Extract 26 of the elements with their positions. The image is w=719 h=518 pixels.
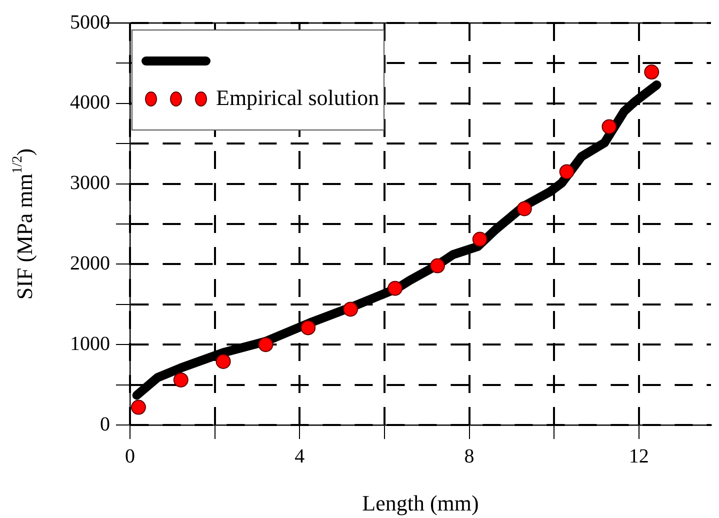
y-axis-title: SIF (MPa mm1/2) bbox=[10, 148, 37, 300]
point bbox=[258, 337, 274, 352]
point bbox=[602, 119, 617, 134]
y-tick-label: 4000 bbox=[70, 92, 110, 114]
y-tick-label: 5000 bbox=[70, 11, 110, 34]
x-tick-label: 4 bbox=[294, 445, 305, 468]
point bbox=[516, 201, 532, 216]
y-tick-label: 1000 bbox=[70, 332, 110, 355]
point bbox=[559, 164, 574, 180]
legend-label: Empirical solution bbox=[216, 84, 380, 110]
x-tick-label: 8 bbox=[464, 445, 474, 468]
y-tick-label: 2000 bbox=[70, 252, 110, 274]
point bbox=[644, 64, 660, 80]
point bbox=[173, 372, 188, 388]
point bbox=[343, 302, 358, 317]
x-tick-label: 12 bbox=[628, 445, 649, 468]
x-axis-title: Length (mm) bbox=[362, 490, 479, 516]
point bbox=[388, 280, 403, 296]
point bbox=[300, 320, 316, 336]
point bbox=[130, 400, 146, 415]
point bbox=[472, 232, 488, 247]
point bbox=[430, 258, 445, 274]
x-tick-label: 0 bbox=[125, 445, 135, 468]
y-tick-label: 0 bbox=[100, 413, 110, 436]
y-tick-label: 3000 bbox=[70, 172, 110, 194]
point bbox=[216, 354, 231, 369]
